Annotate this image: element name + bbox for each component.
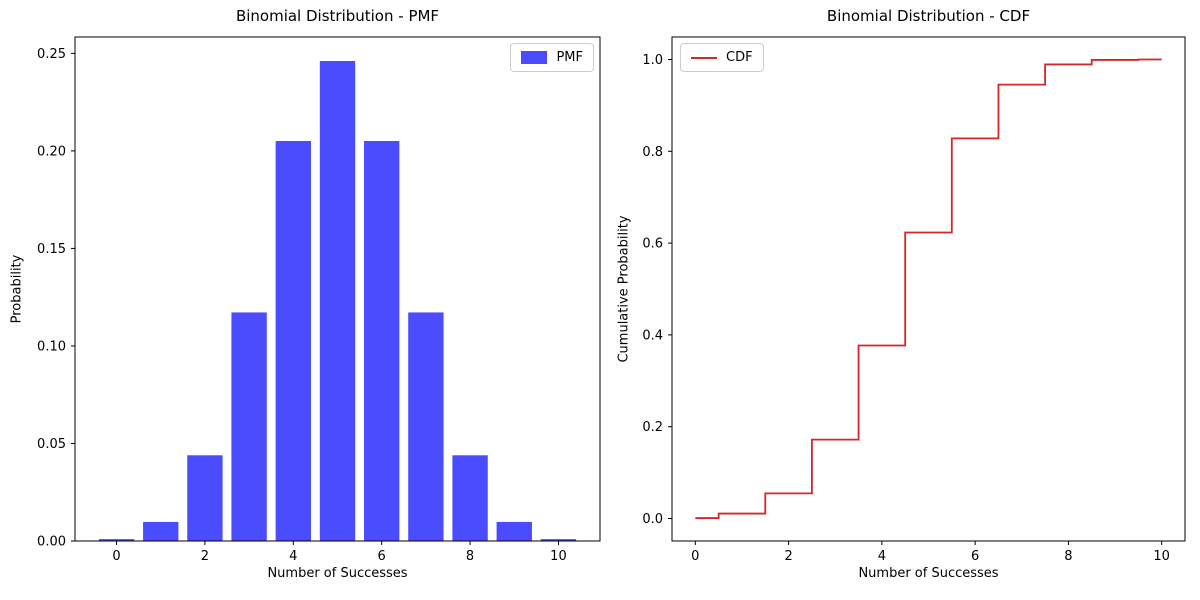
svg-text:10: 10: [550, 549, 567, 564]
svg-text:0: 0: [691, 549, 699, 564]
cdf-chart-title: Binomial Distribution - CDF: [826, 7, 1031, 25]
svg-text:0.6: 0.6: [642, 237, 663, 252]
svg-text:4: 4: [878, 549, 886, 564]
svg-text:0.2: 0.2: [642, 420, 663, 435]
pmf-x-axis-label: Number of Successes: [267, 566, 408, 581]
cdf-legend: CDF: [680, 43, 764, 72]
svg-text:1.0: 1.0: [642, 53, 663, 68]
svg-text:10: 10: [1153, 549, 1170, 564]
svg-text:6: 6: [378, 549, 386, 564]
svg-text:0.15: 0.15: [37, 242, 66, 257]
svg-text:8: 8: [1064, 549, 1072, 564]
svg-text:0.10: 0.10: [37, 339, 66, 354]
cdf-legend-label: CDF: [726, 50, 753, 65]
svg-text:2: 2: [201, 549, 209, 564]
svg-text:6: 6: [971, 549, 979, 564]
svg-text:0.4: 0.4: [642, 328, 663, 343]
svg-text:0.00: 0.00: [37, 535, 66, 550]
svg-text:0.8: 0.8: [642, 145, 663, 160]
cdf-x-axis-label: Number of Successes: [858, 566, 999, 581]
svg-text:0.20: 0.20: [37, 144, 66, 159]
pmf-legend-swatch: [521, 51, 548, 64]
pmf-legend-label: PMF: [556, 50, 583, 65]
cdf-legend-swatch: [691, 56, 717, 59]
svg-text:0.0: 0.0: [642, 512, 663, 527]
svg-text:4: 4: [289, 549, 297, 564]
pmf-legend: PMF: [510, 43, 594, 72]
svg-text:0.05: 0.05: [37, 437, 66, 452]
pmf-y-axis-label: Probability: [9, 254, 25, 324]
cdf-y-axis-label: Cumulative Probability: [616, 215, 632, 363]
svg-text:0.25: 0.25: [37, 47, 66, 62]
svg-text:2: 2: [784, 549, 792, 564]
svg-text:8: 8: [466, 549, 474, 564]
svg-text:0: 0: [112, 549, 120, 564]
pmf-chart-title: Binomial Distribution - PMF: [235, 7, 440, 25]
